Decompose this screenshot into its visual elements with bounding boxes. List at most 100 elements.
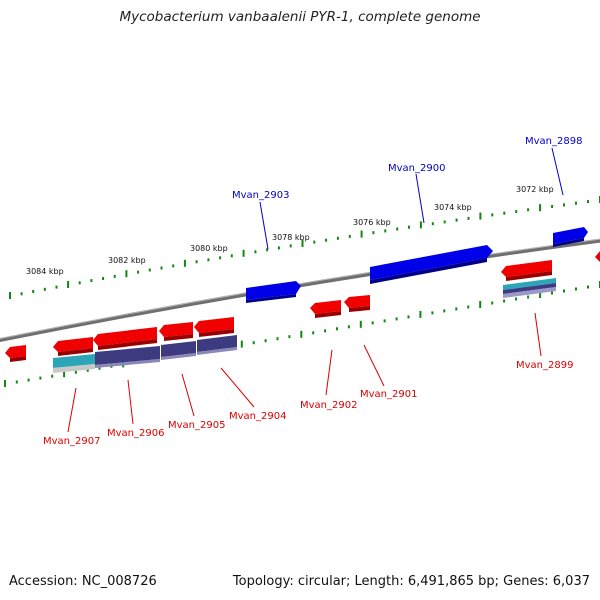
map-title: Mycobacterium vanbaalenii PYR-1, complet… bbox=[119, 9, 481, 25]
feature-bar bbox=[503, 278, 556, 290]
tick-mark bbox=[407, 315, 410, 319]
tick-mark bbox=[74, 370, 77, 374]
gene-label: Mvan_2899 bbox=[516, 360, 573, 371]
tick-mark bbox=[312, 331, 315, 335]
gene-arrow[interactable] bbox=[246, 281, 301, 303]
tick-mark bbox=[419, 221, 422, 229]
gene-arrow[interactable] bbox=[553, 227, 588, 247]
tick-mark bbox=[313, 240, 316, 244]
tick-mark bbox=[288, 335, 291, 339]
feature-bar bbox=[197, 335, 237, 352]
tick-mark bbox=[148, 268, 151, 272]
feature-bar bbox=[95, 346, 160, 365]
tick-mark bbox=[242, 249, 245, 257]
kbp-label: 3080 kbp bbox=[190, 244, 228, 253]
tick-mark bbox=[575, 287, 577, 291]
gene-label: Mvan_2898 bbox=[525, 136, 582, 147]
tick-mark bbox=[384, 229, 387, 233]
feature-bar bbox=[161, 353, 196, 360]
tick-mark bbox=[336, 327, 338, 331]
tick-mark bbox=[301, 240, 304, 247]
tick-mark bbox=[15, 380, 18, 384]
tick-mark bbox=[515, 210, 518, 213]
feature-bar bbox=[197, 347, 237, 355]
gene-arrow[interactable] bbox=[370, 245, 493, 284]
forward-genes bbox=[246, 227, 588, 303]
tick-mark bbox=[419, 310, 422, 318]
feature-bar bbox=[503, 287, 556, 298]
gene-label: Mvan_2905 bbox=[168, 420, 225, 431]
tick-mark bbox=[360, 230, 363, 238]
tick-mark bbox=[539, 291, 542, 298]
tick-mark bbox=[503, 299, 506, 303]
tick-mark bbox=[467, 305, 470, 309]
tick-mark bbox=[183, 259, 186, 267]
tick-mark bbox=[289, 244, 292, 248]
feature-bar bbox=[53, 354, 95, 368]
kbp-label: 3074 kbp bbox=[434, 203, 472, 212]
tick-mark bbox=[137, 270, 140, 274]
tick-mark bbox=[98, 366, 101, 370]
kbp-label: 3082 kbp bbox=[108, 256, 146, 265]
tick-mark bbox=[276, 337, 279, 341]
tick-mark bbox=[160, 266, 163, 270]
tick-mark bbox=[219, 256, 222, 260]
tick-mark bbox=[240, 340, 243, 348]
tick-mark bbox=[443, 220, 446, 224]
tick-mark bbox=[563, 203, 565, 207]
kbp-label: 3072 kbp bbox=[516, 185, 554, 194]
tick-mark bbox=[527, 295, 530, 299]
tick-mark bbox=[539, 204, 542, 212]
gene-arrow[interactable] bbox=[344, 295, 370, 312]
kbp-label: 3078 kbp bbox=[272, 233, 310, 242]
tick-mark bbox=[455, 218, 458, 222]
feature-bar bbox=[161, 341, 196, 357]
reverse-genes bbox=[5, 251, 600, 362]
tick-mark bbox=[551, 205, 554, 208]
tick-mark bbox=[408, 225, 410, 229]
tick-mark bbox=[277, 246, 280, 250]
gene-label: Mvan_2900 bbox=[388, 163, 445, 174]
tick-mark bbox=[443, 309, 446, 313]
tick-mark bbox=[395, 317, 398, 321]
tick-mark bbox=[587, 285, 589, 289]
tick-mark bbox=[20, 292, 23, 296]
gene-arrow[interactable] bbox=[53, 337, 93, 356]
tick-mark bbox=[359, 320, 362, 328]
tick-mark bbox=[207, 258, 210, 262]
tick-mark bbox=[336, 236, 339, 240]
tick-mark bbox=[503, 211, 506, 215]
gene-label: Mvan_2904 bbox=[229, 411, 286, 422]
tick-mark bbox=[172, 264, 175, 268]
kbp-label: 3076 kbp bbox=[353, 218, 391, 227]
gene-arrow[interactable] bbox=[5, 345, 26, 362]
topology-text: Topology: circular; Length: 6,491,865 bp… bbox=[232, 574, 590, 589]
tick-mark bbox=[43, 287, 46, 291]
upper-tick-track bbox=[9, 196, 600, 299]
tick-mark bbox=[587, 200, 589, 204]
gene-arrow[interactable] bbox=[194, 317, 234, 337]
gene-arrow[interactable] bbox=[159, 322, 193, 341]
tick-mark bbox=[90, 279, 93, 283]
gene-arrow[interactable] bbox=[93, 327, 157, 350]
tick-mark bbox=[254, 250, 257, 254]
tick-mark bbox=[32, 290, 35, 293]
tick-mark bbox=[55, 285, 58, 289]
gene-arrow[interactable] bbox=[310, 300, 341, 318]
gene-arrow[interactable] bbox=[595, 251, 600, 262]
tick-mark bbox=[479, 301, 482, 308]
tick-mark bbox=[86, 368, 89, 372]
tick-mark bbox=[491, 301, 494, 305]
tick-mark bbox=[527, 208, 530, 212]
tick-mark bbox=[372, 231, 375, 235]
tick-mark bbox=[491, 213, 494, 217]
tick-mark bbox=[431, 222, 434, 226]
tick-mark bbox=[78, 281, 81, 285]
tick-mark bbox=[371, 321, 374, 325]
gene-label: Mvan_2906 bbox=[107, 428, 164, 439]
gene-label: Mvan_2902 bbox=[300, 400, 357, 411]
gene-arrow[interactable] bbox=[501, 260, 552, 281]
tick-mark bbox=[325, 238, 328, 242]
tick-mark bbox=[63, 370, 66, 378]
